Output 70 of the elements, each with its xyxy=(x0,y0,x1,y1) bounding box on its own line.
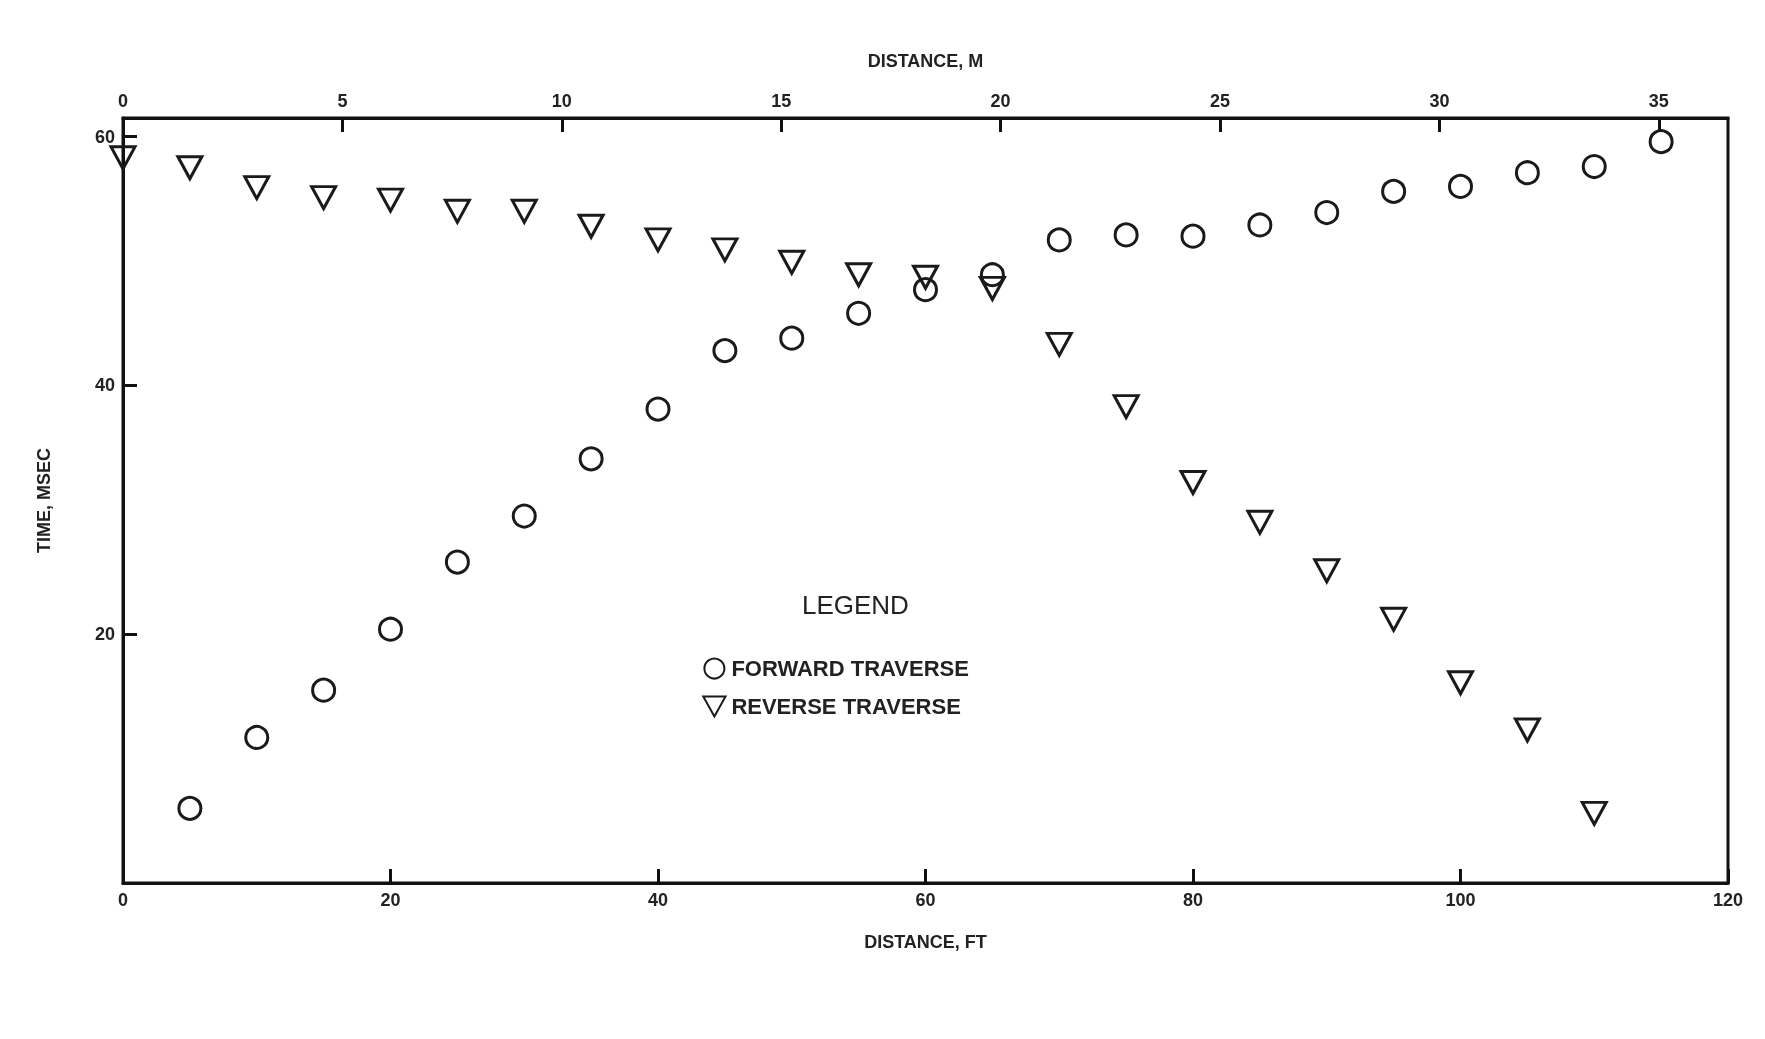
point xyxy=(1179,469,1207,495)
point xyxy=(243,175,271,201)
point xyxy=(1513,717,1541,743)
point xyxy=(1381,178,1407,204)
point xyxy=(378,616,403,642)
point xyxy=(1112,394,1140,420)
point xyxy=(443,198,471,224)
x-tick-label: 120 xyxy=(1712,890,1744,910)
x2-tick-label: 20 xyxy=(990,91,1011,111)
point xyxy=(1380,606,1408,632)
x-tick-label: 40 xyxy=(647,890,669,910)
point xyxy=(1046,227,1072,253)
point xyxy=(177,795,203,821)
point xyxy=(778,249,806,275)
x-tick-label: 20 xyxy=(380,890,401,910)
point xyxy=(311,677,337,703)
x2-tick-label: 15 xyxy=(771,91,792,111)
x-axis-title: DISTANCE, FT xyxy=(864,932,987,952)
point xyxy=(1180,223,1206,249)
x2-tick-label: 25 xyxy=(1210,91,1231,111)
point xyxy=(644,227,672,253)
point xyxy=(912,264,939,290)
point xyxy=(577,213,605,239)
point xyxy=(109,145,137,171)
point xyxy=(1113,222,1139,248)
point xyxy=(711,237,739,263)
point xyxy=(1045,331,1073,357)
y-axis-title: TIME, MSEC xyxy=(34,447,54,554)
x-tick-label: 100 xyxy=(1445,890,1476,910)
x-tick-label: 80 xyxy=(1182,890,1204,910)
point xyxy=(1247,212,1273,238)
point xyxy=(1313,558,1341,584)
legend-label: FORWARD TRAVERSE xyxy=(731,656,969,682)
y-tick-label: 20 xyxy=(94,624,115,645)
x2-tick-label: 35 xyxy=(1648,91,1669,111)
point xyxy=(712,338,738,364)
point xyxy=(511,503,537,529)
point xyxy=(1448,173,1473,199)
x2-axis-title: DISTANCE, M xyxy=(867,51,984,71)
x2-tick-label: 0 xyxy=(117,91,129,111)
point xyxy=(444,549,470,575)
x2-tick-label: 5 xyxy=(337,91,348,111)
point xyxy=(913,277,938,303)
x-tick-label: 60 xyxy=(915,890,936,910)
point xyxy=(1246,509,1274,535)
point xyxy=(845,262,873,288)
point xyxy=(578,446,604,472)
y-tick-label: 40 xyxy=(94,375,115,396)
x2-tick-label: 10 xyxy=(551,91,572,111)
point xyxy=(1447,670,1474,696)
point xyxy=(846,300,872,326)
point xyxy=(310,185,338,211)
legend-title: LEGEND xyxy=(801,589,909,620)
point xyxy=(1581,154,1607,180)
point xyxy=(645,396,671,422)
point xyxy=(978,275,1006,301)
point xyxy=(779,325,805,351)
point xyxy=(1314,200,1340,226)
point xyxy=(377,187,404,213)
x2-tick-label: 30 xyxy=(1429,91,1450,111)
x-tick-label: 0 xyxy=(117,890,129,910)
point xyxy=(1580,800,1608,826)
point xyxy=(1514,160,1540,186)
point xyxy=(176,155,204,181)
y-tick-label: 60 xyxy=(94,126,115,147)
legend-label: REVERSE TRAVERSE xyxy=(731,694,961,720)
point xyxy=(1648,129,1674,155)
point xyxy=(979,262,1005,288)
point xyxy=(510,198,538,224)
point xyxy=(244,724,270,750)
